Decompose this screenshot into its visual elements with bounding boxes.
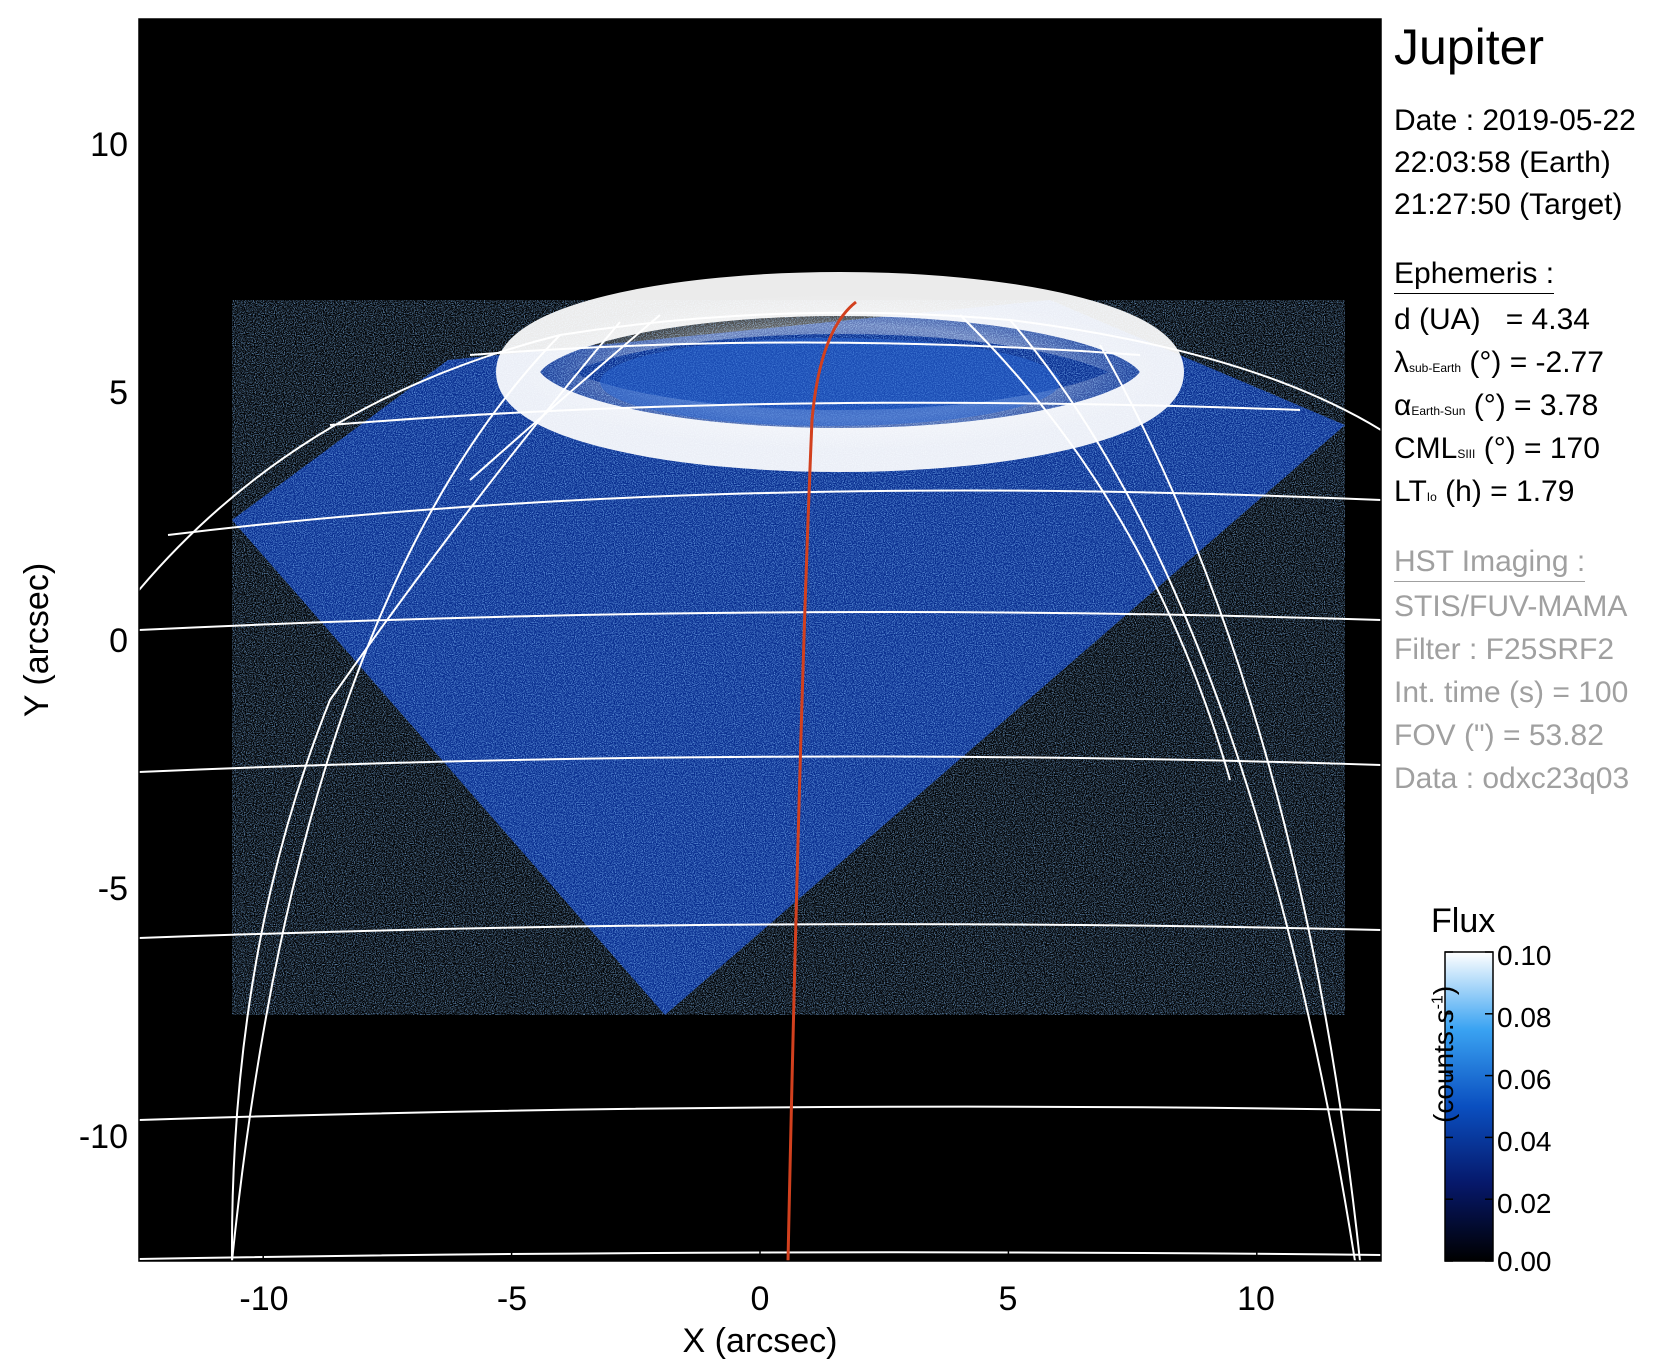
- y-tick-label: 10: [90, 126, 128, 164]
- target-time: 21:27:50 (Target): [1394, 188, 1623, 221]
- auroral-oval: [478, 254, 1202, 490]
- y-tick-label: 5: [109, 374, 128, 412]
- x-tick-label: -10: [239, 1280, 288, 1318]
- x-tick-label: 5: [999, 1280, 1018, 1318]
- cml-value: (°) = 170: [1483, 432, 1600, 465]
- y-tick-label: -10: [79, 1118, 128, 1156]
- lt-sub: Io: [1426, 490, 1437, 504]
- colorbar-tick-label: 0.00: [1497, 1246, 1552, 1277]
- latitude-line: [139, 923, 1381, 939]
- imaging-data: Data : odxc23q03: [1394, 762, 1630, 795]
- alpha-symbol: α: [1394, 389, 1412, 422]
- x-tick-label: -5: [497, 1280, 527, 1318]
- alpha-value: (°) = 3.78: [1473, 389, 1599, 422]
- ephemeris-alpha: αEarth-Sun (°) = 3.78: [1394, 389, 1598, 423]
- colorbar-unit-exp: -1: [1429, 995, 1447, 1010]
- image-layer: [139, 254, 1381, 1261]
- latitude-line: [329, 401, 1301, 426]
- ephemeris-cml: CMLSIII (°) = 170: [1394, 432, 1600, 466]
- earth-time: 22:03:58 (Earth): [1394, 146, 1611, 179]
- latitude-line: [139, 1105, 1381, 1121]
- latitude-line: [139, 755, 1381, 773]
- y-tick-label: 0: [109, 622, 128, 660]
- x-tick-label: 0: [751, 1280, 770, 1318]
- lambda-value: (°) = -2.77: [1469, 346, 1604, 379]
- x-tick-label: 10: [1237, 1280, 1275, 1318]
- colorbar-tick-label: 0.08: [1497, 1002, 1552, 1033]
- colorbar-unit-base: (counts.s: [1428, 1009, 1459, 1123]
- colorbar: [1444, 951, 1494, 1262]
- lt-symbol: LT: [1394, 475, 1427, 508]
- latitude-line: [139, 611, 1381, 631]
- imaging-filter: Filter : F25SRF2: [1394, 633, 1615, 666]
- colorbar-ticks: [1445, 951, 1493, 1262]
- imaging-heading: HST Imaging :: [1394, 545, 1586, 582]
- latitude-line: [167, 489, 1381, 536]
- date-line: Date : 2019-05-22: [1394, 104, 1636, 137]
- imaging-instrument: STIS/FUV-MAMA: [1394, 590, 1628, 623]
- colorbar-tick-label: 0.10: [1497, 940, 1552, 971]
- ephemeris-distance: d (UA) = 4.34: [1394, 303, 1590, 337]
- lambda-symbol: λ: [1394, 346, 1409, 379]
- longitude-line: [231, 334, 561, 1261]
- lt-value: (h) = 1.79: [1445, 475, 1575, 508]
- imaging-fov: FOV (") = 53.82: [1394, 719, 1604, 752]
- x-tick-labels: -10 -5 0 5 10: [239, 1280, 1274, 1318]
- y-tick-labels: 10 5 0 -5 -10: [79, 126, 128, 1156]
- longitude-line: [469, 314, 661, 481]
- ephemeris-heading: Ephemeris :: [1394, 257, 1555, 294]
- y-axis-label: Y (arcsec): [18, 563, 56, 717]
- longitude-line: [1009, 319, 1356, 1261]
- cml-symbol: CML: [1394, 432, 1458, 465]
- colorbar-tick-label: 0.02: [1497, 1188, 1552, 1219]
- axis-ticks: [139, 19, 1381, 1261]
- limb: [139, 311, 1381, 591]
- colorbar-tick-label: 0.04: [1497, 1126, 1552, 1157]
- longitude-line: [1099, 344, 1361, 1261]
- cml-sub: SIII: [1457, 447, 1476, 461]
- x-axis-label: X (arcsec): [683, 1322, 838, 1360]
- ephemeris-lt: LTIo (h) = 1.79: [1394, 475, 1574, 509]
- footprint-track: [786, 300, 857, 1261]
- distance-value: = 4.34: [1505, 303, 1590, 336]
- colorbar-tick-label: 0.06: [1497, 1064, 1552, 1095]
- detector-noise: [232, 300, 1345, 1015]
- y-tick-label: -5: [98, 870, 128, 908]
- imaging-int-time: Int. time (s) = 100: [1394, 676, 1629, 709]
- colorbar-title: Flux: [1431, 902, 1496, 940]
- colorbar-unit-close: ): [1428, 985, 1459, 996]
- longitude-line: [959, 314, 1231, 781]
- colorbar-unit: (counts.s-1): [1428, 986, 1460, 1123]
- target-title: Jupiter: [1394, 19, 1545, 75]
- lambda-sub: sub-Earth: [1409, 361, 1462, 375]
- longitude-line: [230, 321, 621, 1261]
- latitude-line: [469, 341, 1141, 356]
- alpha-sub: Earth-Sun: [1411, 404, 1466, 418]
- distance-name: d (UA): [1394, 303, 1481, 336]
- ephemeris-lambda: λsub-Earth (°) = -2.77: [1394, 346, 1604, 380]
